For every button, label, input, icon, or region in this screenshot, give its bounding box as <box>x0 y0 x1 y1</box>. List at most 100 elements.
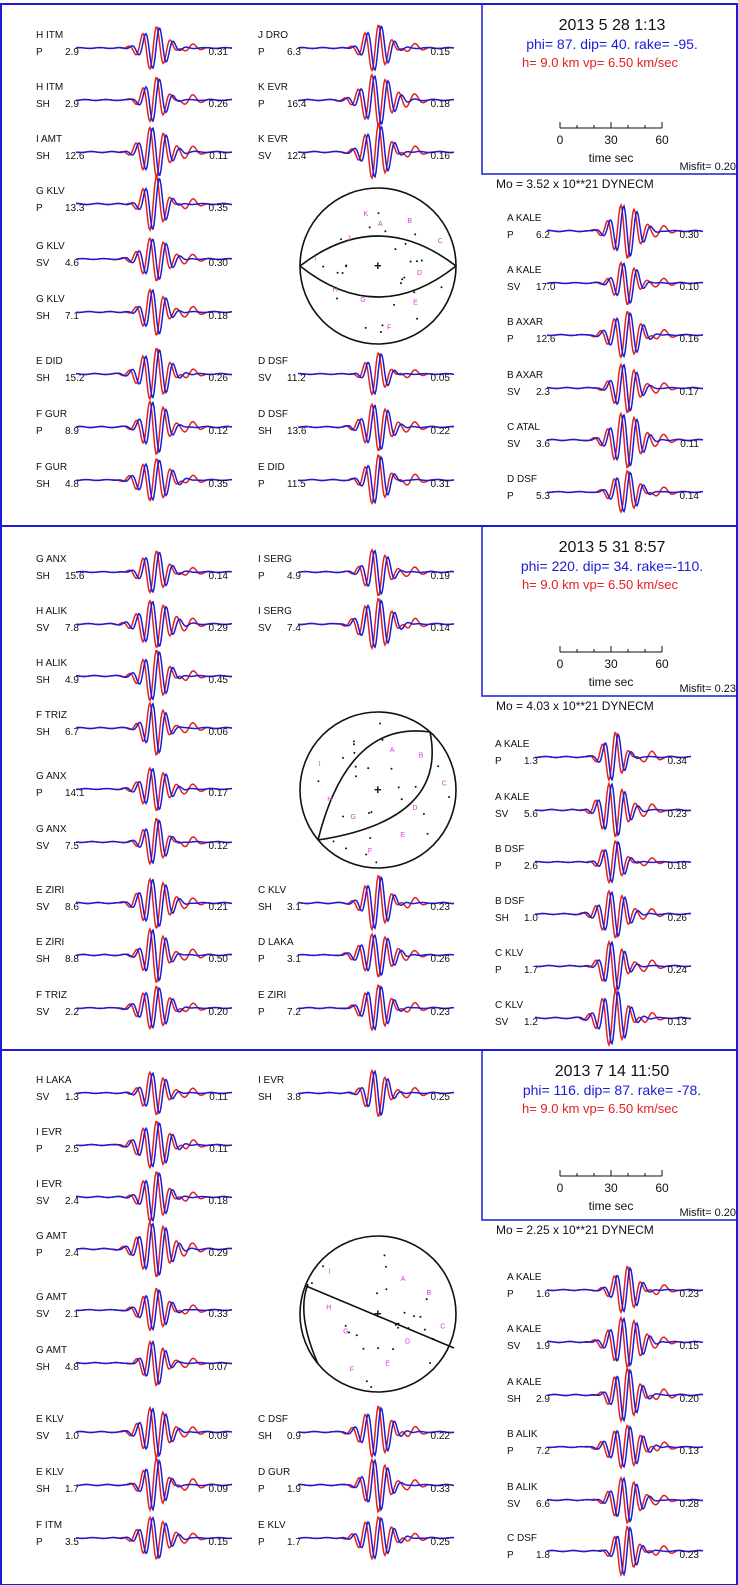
station-label: A <box>401 1276 406 1283</box>
trace: I SERGSV 7.4 0.14 <box>258 599 454 649</box>
polarity-dot <box>322 266 324 268</box>
scale-tick-label: 30 <box>604 133 618 147</box>
station-label: D <box>405 1339 410 1346</box>
scale-tick-label: 0 <box>557 1181 564 1195</box>
trace-station: G ANX <box>36 824 67 835</box>
trace-station: A KALE <box>495 739 530 750</box>
station-label: K <box>364 211 369 218</box>
trace: A KALESV 5.6 0.23 <box>495 784 691 837</box>
station-label: D <box>417 270 422 277</box>
overall-misfit: Misfit= 0.20 <box>679 161 736 173</box>
trace-misfit: 0.34 <box>668 756 688 767</box>
trace-misfit: 0.35 <box>209 479 229 490</box>
polarity-dot <box>398 786 400 788</box>
trace: E DIDSH 15.2 0.26 <box>36 349 232 399</box>
polarity-dot <box>415 786 417 788</box>
polarity-dot <box>432 1338 434 1340</box>
trace-station: F GUR <box>36 409 67 420</box>
trace: C ATALSV 3.6 0.11 <box>507 414 703 468</box>
depth-velocity: h= 9.0 km vp= 6.50 km/sec <box>522 1101 679 1116</box>
trace: H ALIKSV 7.8 0.29 <box>36 601 232 647</box>
trace: A KALE P 1.3 0.34 <box>495 733 691 780</box>
trace-station: B ALIK <box>507 1429 538 1440</box>
trace-phase: SV <box>36 623 50 634</box>
trace-value: 6.6 <box>536 1499 550 1510</box>
scale-tick-label: 0 <box>557 657 564 671</box>
trace: D LAKA P 3.1 0.26 <box>258 934 454 976</box>
station-label: H <box>327 796 332 803</box>
polarity-dot <box>405 243 407 245</box>
trace: K EVRP 16.4 0.18 <box>258 75 454 126</box>
trace-misfit: 0.21 <box>209 902 229 913</box>
station-label: G <box>351 814 356 821</box>
trace-phase: SV <box>495 809 509 820</box>
scale-tick-label: 30 <box>604 1181 618 1195</box>
trace-station: K EVR <box>258 134 288 145</box>
trace-station: I AMT <box>36 134 62 145</box>
trace-station: G KLV <box>36 186 65 197</box>
event-datetime: 2013 7 14 11:50 <box>555 1063 670 1080</box>
center-mark: + <box>374 1306 382 1321</box>
trace: C KLVSH 3.1 0.23 <box>258 876 454 930</box>
polarity-dot <box>353 752 355 754</box>
trace-value: 1.8 <box>536 1550 550 1561</box>
trace-value: 15.6 <box>65 571 85 582</box>
trace-phase: SV <box>507 282 521 293</box>
trace-phase: SV <box>36 841 50 852</box>
trace-phase: SH <box>36 571 50 582</box>
trace-value: 2.6 <box>524 861 538 872</box>
trace-misfit: 0.31 <box>209 47 229 58</box>
trace: B DSF P 2.6 0.18 <box>495 841 691 882</box>
trace-misfit: 0.19 <box>431 571 451 582</box>
center-mark: + <box>374 258 382 273</box>
trace-misfit: 0.23 <box>680 1289 700 1300</box>
trace: G ANXSV 7.5 0.12 <box>36 819 232 864</box>
trace-station: B ALIK <box>507 1482 538 1493</box>
trace-misfit: 0.12 <box>209 426 229 437</box>
polarity-dot <box>385 1288 387 1290</box>
trace-phase: SH <box>36 311 50 322</box>
trace-phase: SV <box>36 902 50 913</box>
trace-misfit: 0.50 <box>209 954 229 965</box>
polarity-dot <box>365 854 367 856</box>
polarity-dot <box>370 811 372 813</box>
trace: G KLVSV 4.6 0.30 <box>36 238 232 280</box>
trace-phase: SV <box>36 1092 50 1103</box>
trace-misfit: 0.17 <box>209 788 229 799</box>
polarity-dot <box>362 1348 364 1350</box>
event-panel: 2013 5 31 8:57phi= 220. dip= 34. rake=-1… <box>1 526 738 1050</box>
trace-station: I EVR <box>258 1075 284 1086</box>
polarity-dot <box>424 1329 426 1331</box>
event-panel: 2013 5 28 1:13phi= 87. dip= 40. rake= -9… <box>1 4 738 526</box>
trace-misfit: 0.28 <box>680 1499 700 1510</box>
trace-value: 11.2 <box>287 373 306 384</box>
polarity-dot <box>370 1386 372 1388</box>
trace: E KLVP 1.7 0.25 <box>258 1517 454 1559</box>
trace-phase: P <box>258 571 265 582</box>
station-label: J <box>347 236 351 243</box>
polarity-dot <box>379 723 381 725</box>
station-label: E <box>385 1361 390 1368</box>
trace-station: C KLV <box>495 948 523 959</box>
trace-value: 1.0 <box>65 1431 79 1442</box>
trace-station: B DSF <box>495 844 524 855</box>
trace-phase: P <box>507 1446 514 1457</box>
trace-phase: P <box>36 1537 43 1548</box>
trace: G ANXP 14.1 0.17 <box>36 768 232 810</box>
trace-station: I EVR <box>36 1179 62 1190</box>
trace-station: G AMT <box>36 1292 67 1303</box>
trace: A KALESV 1.9 0.15 <box>507 1318 703 1367</box>
trace-value: 3.6 <box>536 439 550 450</box>
trace-misfit: 0.20 <box>680 1394 700 1405</box>
scale-tick-label: 60 <box>655 133 669 147</box>
trace-phase: SV <box>258 623 272 634</box>
trace: I AMTSH 12.6 0.11 <box>36 128 232 177</box>
polarity-dot <box>322 1265 324 1267</box>
polarity-dot <box>392 1348 394 1350</box>
trace: E KLVSV 1.0 0.09 <box>36 1408 232 1458</box>
trace-value: 2.3 <box>536 387 550 398</box>
polarity-dot <box>416 318 418 320</box>
trace: J DROP 6.3 0.15 <box>258 26 454 71</box>
polarity-dot <box>385 1266 387 1268</box>
